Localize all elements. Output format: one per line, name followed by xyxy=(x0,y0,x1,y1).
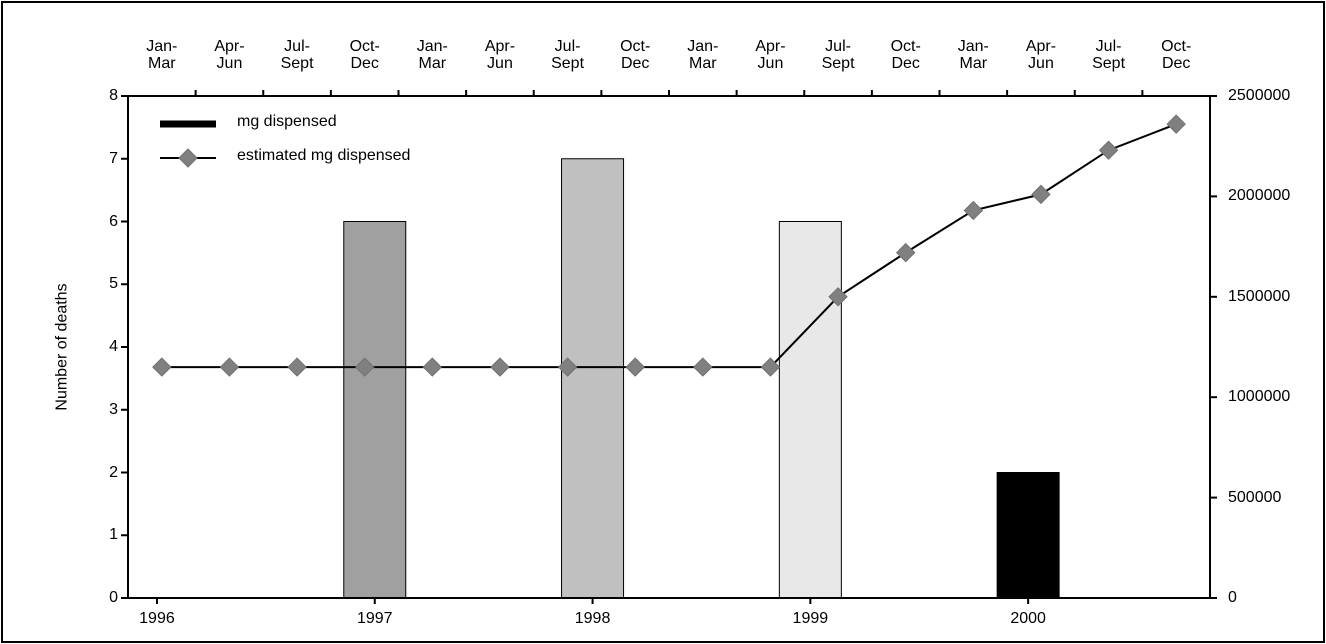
y-tick-label: 7 xyxy=(109,149,118,167)
y2-tick-label: 2500000 xyxy=(1228,87,1291,104)
y-tick-label: 4 xyxy=(109,338,118,355)
quarter-label: Jul-Sept xyxy=(551,38,585,72)
bar xyxy=(778,221,842,599)
data-point xyxy=(1098,140,1119,160)
data-point xyxy=(287,357,307,377)
y-tick-label: 0 xyxy=(109,589,118,606)
x-tick-label: 1996 xyxy=(139,610,175,627)
y2-tick-label: 2000000 xyxy=(1228,187,1291,205)
quarter-label: Apr-Jun xyxy=(214,38,245,72)
x-tick-label: 1997 xyxy=(356,610,393,627)
quarter-label: Apr-Jun xyxy=(484,38,516,72)
bar xyxy=(561,158,625,599)
data-point xyxy=(963,200,984,221)
y-tick-label: 3 xyxy=(109,400,118,418)
quarter-label: Apr-Jun xyxy=(755,38,786,72)
data-point xyxy=(760,357,781,377)
data-point xyxy=(219,357,240,377)
x-tick-label: 1999 xyxy=(792,610,829,627)
series-line xyxy=(161,123,1177,369)
data-point xyxy=(422,357,443,377)
legend-marker xyxy=(178,148,198,168)
bar xyxy=(996,472,1060,599)
quarter-label: Jan-Mar xyxy=(957,38,989,72)
quarter-label: Oct-Dec xyxy=(620,38,651,72)
quarter-label: Jul-Sept xyxy=(1092,38,1126,72)
y-axis-label: Number of deaths xyxy=(53,283,71,411)
y2-tick-label: 500000 xyxy=(1228,488,1282,506)
data-point xyxy=(1031,184,1051,205)
quarter-label: Oct-Dec xyxy=(890,38,921,72)
data-point xyxy=(557,357,578,377)
x-tick-label: 2000 xyxy=(1010,610,1046,627)
quarter-label: Jul-Sept xyxy=(821,38,855,72)
legend-label: mg dispensed xyxy=(237,113,337,130)
y2-tick-label: 1000000 xyxy=(1228,388,1291,406)
data-point xyxy=(625,357,645,377)
quarter-label: Jan-Mar xyxy=(146,38,178,72)
quarter-label: Oct-Dec xyxy=(349,38,380,72)
quarter-label: Oct-Dec xyxy=(1161,38,1192,72)
y2-tick-label: 0 xyxy=(1228,589,1237,606)
y-tick-label: 2 xyxy=(109,463,118,481)
y-tick-label: 5 xyxy=(109,275,118,293)
data-point xyxy=(895,242,916,263)
data-point xyxy=(828,287,848,307)
y-tick-label: 6 xyxy=(109,212,118,230)
data-point xyxy=(1166,114,1186,134)
quarter-label: Jan-Mar xyxy=(687,38,719,72)
legend-label: estimated mg dispensed xyxy=(237,147,411,164)
y-tick-label: 8 xyxy=(109,87,118,104)
data-point xyxy=(152,357,172,377)
y2-tick-label: 1500000 xyxy=(1228,287,1291,305)
y-tick-label: 1 xyxy=(109,526,118,544)
bar xyxy=(343,221,407,599)
data-point xyxy=(693,357,713,377)
quarter-label: Jul-Sept xyxy=(280,38,314,72)
x-tick-label: 1998 xyxy=(574,610,611,627)
quarter-label: Apr-Jun xyxy=(1025,38,1057,72)
quarter-label: Jan-Mar xyxy=(416,38,448,72)
data-point xyxy=(354,357,375,377)
data-point xyxy=(490,357,510,377)
